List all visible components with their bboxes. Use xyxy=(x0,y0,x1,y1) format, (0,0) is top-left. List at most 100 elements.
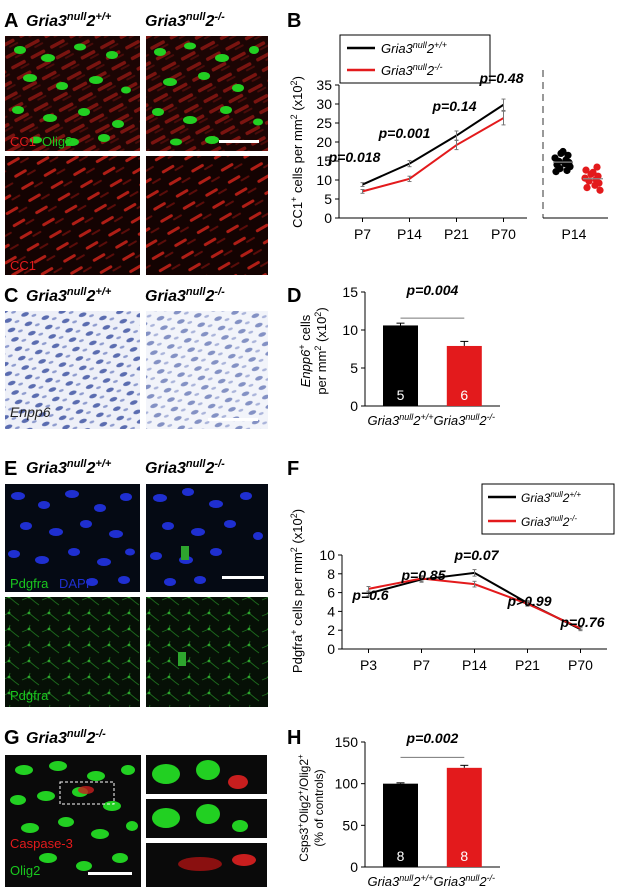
y-tick-label: 4 xyxy=(327,603,335,619)
micrograph-c-ko xyxy=(146,311,268,429)
pvalue-label: p=0.48 xyxy=(479,70,524,86)
genotype-label-wt: Gria3null2+/+ xyxy=(26,11,112,30)
legend-b-ko-label: Gria3null2-/- xyxy=(381,62,443,78)
micrograph-g-inset-merge xyxy=(146,755,267,794)
y-tick-label: 30 xyxy=(316,96,332,112)
micrograph-a-wt-cc1: CC1 xyxy=(5,156,140,275)
y-tick-label: 2 xyxy=(327,622,335,638)
y-tick-label: 10 xyxy=(319,547,335,563)
e-genotype-wt: Gria3null2+/+ xyxy=(26,458,112,477)
pvalue-label: p=0.85 xyxy=(401,567,446,583)
series-line-ko xyxy=(362,117,504,193)
x-tick-label: Gria3null2+/+ xyxy=(367,412,433,428)
a-label-red: CC1 xyxy=(10,134,36,149)
genotype-label-ko: Gria3null2-/- xyxy=(145,11,225,30)
c-image-label: Enpp6 xyxy=(10,404,51,420)
y-tick-label: 0 xyxy=(350,398,358,414)
scatter-point-ko xyxy=(581,174,589,182)
chart-b-ylabel: CC1+ cells per mm2 (x102) xyxy=(289,76,305,228)
x-tick-label: P7 xyxy=(354,226,371,242)
micrograph-g-inset-green xyxy=(146,799,267,838)
g-genotype-ko: Gria3null2-/- xyxy=(26,728,106,747)
pvalue-label: p=0.76 xyxy=(560,614,605,630)
scatter-point-wt xyxy=(564,151,572,159)
y-tick-label: 25 xyxy=(316,115,332,131)
chart-d-ylabel-1: Enpp6+ cells xyxy=(297,314,313,387)
pvalue-label: p=0.018 xyxy=(328,149,381,165)
chart-h-ylabel-2: (% of controls) xyxy=(312,769,326,846)
y-tick-label: 8 xyxy=(327,566,335,582)
panel-f: F Gria3null2+/+ Gria3null2-/- Pdgfra+ ce… xyxy=(287,458,615,673)
y-tick-label: 10 xyxy=(342,322,358,338)
x-tick-label: P14 xyxy=(397,226,422,242)
e-scale-bar xyxy=(222,576,264,579)
scatter-point-wt xyxy=(551,154,559,162)
y-tick-label: 10 xyxy=(316,172,332,188)
scatter-point-ko xyxy=(596,186,604,194)
x-tick-label: P7 xyxy=(413,657,430,673)
x-tick-label: P70 xyxy=(568,657,593,673)
a-bottom-label: CC1 xyxy=(10,258,36,273)
panel-d: D Enpp6+ cells per mm2 (x102) 0 5 10 15 5 Gri… xyxy=(287,282,500,428)
c-genotype-ko: Gria3null2-/- xyxy=(145,286,225,305)
panel-letter-e: E xyxy=(4,458,17,480)
y-tick-label: 6 xyxy=(327,585,335,601)
c-genotype-wt: Gria3null2+/+ xyxy=(26,286,112,305)
panel-a: A Gria3null2+/+ Gria3null2-/- CC1 Olig2 xyxy=(4,10,268,275)
micrograph-e-wt-merge: Pdgfra DAPI xyxy=(5,484,140,592)
bar-wt xyxy=(383,325,418,406)
x-tick-label: P14 xyxy=(462,657,487,673)
chart-h-plot: 0 50 100 150 8 Gria3null2+/+ 8 Gria3null2-/- p=0… xyxy=(335,730,500,889)
panel-letter-a: A xyxy=(4,10,18,32)
x-tick-label: P70 xyxy=(491,226,516,242)
panel-letter-d: D xyxy=(287,285,301,307)
x-tick-label: Gria3null2+/+ xyxy=(367,873,433,889)
panel-b: B Gria3null2+/+ Gria3null2-/- CC1+ cells… xyxy=(287,10,608,242)
bar-ko xyxy=(446,345,482,406)
panel-letter-h: H xyxy=(287,727,301,749)
x-tick-label: Gria3null2-/- xyxy=(434,412,496,428)
y-tick-label: 0 xyxy=(327,641,335,657)
bar-n-label: 8 xyxy=(460,848,468,864)
y-tick-label: 100 xyxy=(335,776,359,792)
pvalue-label: p=0.002 xyxy=(406,730,459,746)
e-label-green: Pdgfra xyxy=(10,576,49,591)
panel-g: G Gria3null2-/- Caspase-3 Olig2 xyxy=(4,727,267,887)
y-tick-label: 0 xyxy=(350,859,358,875)
bar-ko xyxy=(446,767,482,867)
x-tick-label: P3 xyxy=(360,657,377,673)
g-scale-bar xyxy=(88,872,132,875)
y-tick-label: 20 xyxy=(316,134,332,150)
pvalue-label: p=0.004 xyxy=(406,282,459,298)
y-tick-label: 50 xyxy=(342,817,358,833)
bar-n-label: 5 xyxy=(397,387,405,403)
x-tick-label: P21 xyxy=(444,226,469,242)
panel-h: H Csps3+Olig2+/Olig2+ (% of controls) 0 5… xyxy=(287,727,500,889)
scatter-point-ko xyxy=(582,166,590,174)
panel-letter-f: F xyxy=(287,458,299,480)
x-tick-label: P21 xyxy=(515,657,540,673)
c-scale-bar xyxy=(208,418,258,421)
pvalue-label: p=0.14 xyxy=(432,98,477,114)
legend-f-ko-label: Gria3null2-/- xyxy=(521,514,577,529)
micrograph-g-main: Caspase-3 Olig2 xyxy=(5,755,141,887)
y-tick-label: 15 xyxy=(316,153,332,169)
bar-wt xyxy=(383,783,418,867)
e-bottom-label: Pdgfra xyxy=(10,688,49,703)
scatter-point-ko xyxy=(583,184,591,192)
x-tick-label: Gria3null2-/- xyxy=(434,873,496,889)
inset-box xyxy=(59,781,115,805)
micrograph-a-ko-cc1 xyxy=(146,156,268,275)
panel-letter-b: B xyxy=(287,10,301,32)
pvalue-label: p=0.001 xyxy=(378,125,431,141)
y-tick-label: 150 xyxy=(335,734,359,750)
micrograph-c-wt: Enpp6 xyxy=(5,311,140,429)
bar-n-label: 8 xyxy=(397,848,405,864)
scatter-point-ko xyxy=(593,163,601,171)
scale-bar xyxy=(219,140,259,143)
chart-f-plot: 0 2 4 6 8 10 P3 P7 P14 P21 P70 p=0.6 p=0.85 p=0.07 p>0… xyxy=(319,547,607,673)
chart-d-plot: 0 5 10 15 5 Gria3null2+/+ 6 Gria3null2-/- p=0.00… xyxy=(342,282,500,428)
pvalue-label: p=0.6 xyxy=(351,587,388,603)
